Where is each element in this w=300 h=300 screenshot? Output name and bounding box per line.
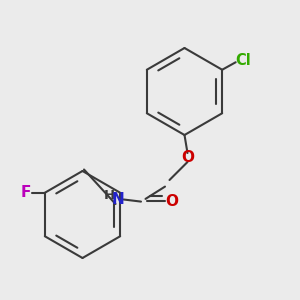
- Text: H: H: [104, 189, 115, 203]
- Text: O: O: [165, 194, 178, 208]
- Text: Cl: Cl: [235, 53, 251, 68]
- Text: O: O: [181, 150, 194, 165]
- Text: F: F: [21, 185, 31, 200]
- Text: N: N: [112, 192, 124, 207]
